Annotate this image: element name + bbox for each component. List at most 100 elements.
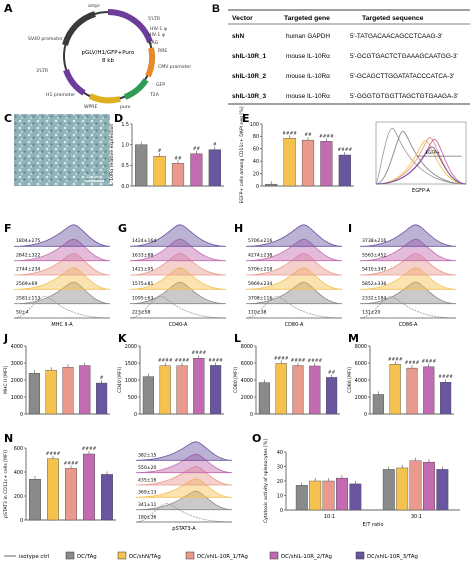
bar xyxy=(292,365,304,415)
bar xyxy=(190,153,203,187)
x-axis-label: MHC II-A xyxy=(51,322,73,328)
significance-label: # xyxy=(213,142,217,148)
legend-label: DC/shN/TAg xyxy=(129,554,161,560)
panel-letter-j: J xyxy=(3,332,8,345)
histogram-trace xyxy=(375,130,467,185)
y-tick-label: 8000 xyxy=(241,344,253,350)
histogram-trace xyxy=(13,281,111,305)
mfi-label: 3708±116 xyxy=(248,295,272,301)
y-tick-label: 0 xyxy=(20,518,23,524)
bar xyxy=(265,183,278,187)
legend-swatch xyxy=(117,551,127,560)
y-tick-label: 6000 xyxy=(241,361,253,367)
y-tick-label: 0 xyxy=(250,412,253,418)
mfi-label: 2569±69 xyxy=(16,281,37,287)
significance-label: #### xyxy=(405,360,420,366)
y-tick-label: 0 xyxy=(20,412,23,418)
bar xyxy=(45,369,57,415)
table-cell-vector: shIL-10R_1 xyxy=(232,53,267,60)
y-axis-label: CD40 [MFI] xyxy=(117,367,123,393)
plasmid-center-label: pGLV/H1/GFP+Puro xyxy=(82,50,136,56)
significance-label: ## xyxy=(304,132,312,138)
histogram-e: EGFP+ EGFP-A xyxy=(375,121,467,194)
y-tick-label: 0 xyxy=(280,508,283,514)
y-tick-label: 2000 xyxy=(125,344,137,350)
bar xyxy=(349,483,362,511)
significance-label: # xyxy=(158,148,162,154)
y-tick-label: 20 xyxy=(277,479,283,485)
plasmid-feature-wpre: WPRE xyxy=(84,104,98,110)
table-cell-sequence: 5'-GGGTGTGGTTAGCTGTGAAGA-3' xyxy=(350,93,458,100)
histogram-trace xyxy=(129,224,227,247)
panel-f: F 50±4 2581±113 2569±69 2744±234 2842±322 180… xyxy=(4,222,111,328)
x-tick-label: 10:1 xyxy=(324,514,335,520)
y-tick-label: 100 xyxy=(250,122,259,128)
y-tick-label: 10 xyxy=(277,493,283,499)
gate-label: EGFP+ xyxy=(426,150,441,155)
mfi-label: 2581±113 xyxy=(16,295,40,301)
bar xyxy=(335,477,348,511)
histogram-trace xyxy=(359,281,457,305)
y-tick-label: 3000 xyxy=(11,361,23,367)
mfi-label: 5410±347 xyxy=(362,267,386,273)
histogram-trace xyxy=(375,138,467,185)
legend-swatch xyxy=(269,551,279,560)
panel-letter-d: D xyxy=(114,112,123,125)
y-tick-label: 0.5 xyxy=(121,163,129,169)
bar xyxy=(301,139,315,187)
bar xyxy=(320,141,333,187)
bar xyxy=(79,365,91,415)
plasmid-feature-gfp: GFP xyxy=(156,82,165,88)
plasmid-feature-puro: puro xyxy=(120,104,131,110)
bar xyxy=(309,480,322,511)
mfi-label: 4274±238 xyxy=(248,252,272,258)
chart-d: 0.0 0.5 1.0 1.5 IL-10Rα relative expression #… xyxy=(109,122,224,190)
panel-letter-a: A xyxy=(4,2,13,15)
y-tick-label: 2000 xyxy=(355,395,367,401)
significance-label: #### xyxy=(438,374,453,380)
table-cell-sequence: 5'-TATGACAACAGCCTCAAG-3' xyxy=(350,33,442,40)
histogram-trace xyxy=(135,466,233,486)
y-axis-label: CD86 [MFI] xyxy=(347,367,353,393)
y-tick-label: 40 xyxy=(277,450,283,456)
y-axis-label: MHC II [MFI] xyxy=(3,366,9,394)
legend-label: DC/TAg xyxy=(77,554,97,560)
significance-label: #### xyxy=(291,358,306,364)
panel-letter-c: C xyxy=(4,112,12,125)
bar xyxy=(62,367,74,415)
histogram-trace xyxy=(13,238,111,262)
significance-label: #### xyxy=(319,133,334,139)
y-axis-label: EGFP+ cells among CD11c+ DAPI neg [%] xyxy=(239,106,245,203)
histogram-trace xyxy=(129,296,227,319)
bar xyxy=(142,376,154,415)
histogram-trace xyxy=(359,253,457,276)
y-tick-label: 4000 xyxy=(241,378,253,384)
histogram-trace xyxy=(13,253,111,276)
bar xyxy=(338,154,351,187)
y-tick-label: 30 xyxy=(277,464,283,470)
bar xyxy=(176,365,188,415)
significance-label: ## xyxy=(193,146,201,152)
significance-label: #### xyxy=(282,130,297,136)
bar xyxy=(171,163,185,187)
y-tick-label: 1000 xyxy=(125,378,137,384)
significance-label: #### xyxy=(421,359,436,365)
histogram-trace xyxy=(359,224,457,247)
panel-a: A pGLV/H1/GFP+Puro 8 kb ampr 5'LTR HIV-1… xyxy=(4,2,191,110)
table-header-vector: Vector xyxy=(232,15,253,22)
plasmid-feature-rre: RRE xyxy=(158,48,167,54)
legend-label: DC/shIL-10R_1/TAg xyxy=(197,554,248,560)
mfi-label: 435±16 xyxy=(138,477,157,483)
table-header-gene: Targeted gene xyxy=(284,15,330,22)
histogram-trace xyxy=(129,238,227,262)
bar xyxy=(135,144,148,187)
histogram-trace xyxy=(135,453,233,474)
y-tick-label: 1500 xyxy=(125,361,137,367)
histogram-trace xyxy=(13,267,111,290)
y-tick-label: 80 xyxy=(253,134,259,140)
mfi-label: 50±4 xyxy=(16,310,29,316)
mfi-label: 5969±234 xyxy=(248,281,272,287)
significance-label: #### xyxy=(158,358,173,364)
